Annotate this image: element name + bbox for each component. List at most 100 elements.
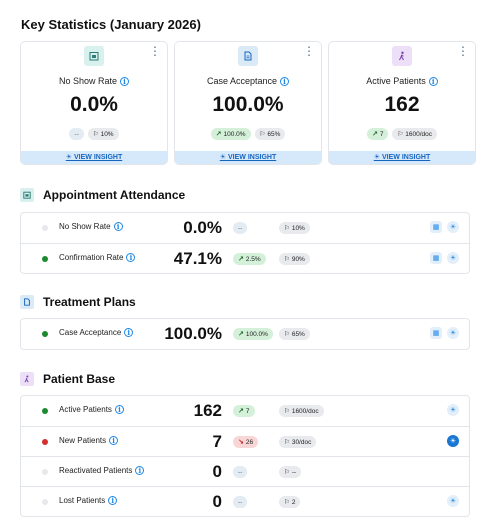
status-dot	[42, 256, 48, 262]
table-row: Lost Patients i 0 -- ⚐ 2 ☀	[21, 486, 469, 516]
target-pill: ⚐ 90%	[279, 253, 310, 265]
row-label: No Show Rate i	[59, 222, 123, 232]
target-icon: ⚐	[284, 469, 290, 476]
more-menu-icon[interactable]: ⋮	[303, 44, 315, 58]
target-pill: ⚐ 10%	[279, 222, 310, 234]
section-header-patient-base: Patient Base	[20, 372, 115, 386]
row-label: Active Patients i	[59, 405, 124, 415]
more-menu-icon[interactable]: ⋮	[149, 44, 161, 58]
lightbulb-icon: ☀	[373, 154, 381, 161]
row-value: 0	[212, 492, 222, 511]
patient-base-table: Active Patients i 162 ↗ 7 ⚐ 1600/doc ☀ New …	[20, 395, 470, 517]
trend-pill: ↗ 7	[233, 405, 255, 417]
view-insight-link[interactable]: ☀ VIEW INSIGHT	[175, 151, 321, 164]
arrow-up-right-icon: ↗	[215, 131, 222, 138]
card-label: Active Patients i	[329, 76, 475, 87]
table-row: Confirmation Rate i 47.1% ↗ 2.5% ⚐ 90% ▦ ☀	[21, 243, 469, 273]
info-icon[interactable]: i	[109, 436, 119, 446]
trend-pill: --	[233, 496, 248, 508]
trend-pill: ↗ 2.5%	[233, 253, 266, 265]
target-icon: ⚐	[284, 256, 290, 263]
table-row: New Patients i 7 ↘ 26 ⚐ 30/doc ☀	[21, 426, 469, 456]
row-label: Reactivated Patients i	[59, 466, 145, 476]
info-icon[interactable]: i	[113, 222, 123, 232]
target-pill: ⚐ 30/doc	[279, 436, 317, 448]
arrow-up-right-icon: ↗	[238, 331, 244, 338]
table-view-icon[interactable]: ▦	[430, 327, 442, 339]
card-pills: ↗ 100.0% ⚐ 65%	[175, 128, 321, 140]
trend-pill: --	[233, 466, 248, 478]
page-title: Key Statistics (January 2026)	[21, 17, 201, 32]
info-icon[interactable]: i	[124, 328, 134, 338]
target-icon: ⚐	[284, 499, 290, 506]
attendance-table: No Show Rate i 0.0% -- ⚐ 10% ▦ ☀ Confirmat…	[20, 212, 470, 274]
section-title: Appointment Attendance	[43, 188, 186, 202]
lightbulb-icon[interactable]: ☀	[447, 435, 459, 447]
arrow-down-right-icon: ↘	[238, 439, 244, 446]
section-title: Treatment Plans	[43, 295, 136, 309]
view-insight-link[interactable]: ☀ VIEW INSIGHT	[329, 151, 475, 164]
lightbulb-icon[interactable]: ☀	[447, 404, 459, 416]
table-row: Active Patients i 162 ↗ 7 ⚐ 1600/doc ☀	[21, 396, 469, 426]
target-icon: ⚐	[284, 439, 290, 446]
row-value: 47.1%	[173, 249, 222, 268]
target-icon: ⚐	[259, 131, 266, 138]
target-icon: ⚐	[284, 331, 290, 338]
lightbulb-icon: ☀	[65, 154, 73, 161]
status-dot	[42, 331, 48, 337]
target-pill: ⚐ 10%	[87, 128, 119, 140]
card-label: Case Acceptance i	[175, 76, 321, 87]
row-value: 0	[212, 462, 222, 481]
target-pill: ⚐ 1600/doc	[279, 405, 324, 417]
target-icon: ⚐	[284, 408, 290, 415]
row-value: 162	[193, 401, 222, 420]
target-icon: ⚐	[397, 131, 404, 138]
target-icon: ⚐	[92, 131, 99, 138]
info-icon[interactable]: i	[120, 77, 130, 87]
lightbulb-icon: ☀	[219, 154, 227, 161]
row-value: 100.0%	[164, 324, 222, 343]
card-pills: -- ⚐ 10%	[21, 128, 167, 140]
kpi-card-no-show-rate: ⋮ No Show Rate i 0.0% -- ⚐ 10% ☀ VIEW INSI…	[20, 41, 168, 165]
document-icon	[238, 46, 258, 66]
info-icon[interactable]: i	[126, 253, 136, 263]
table-row: Case Acceptance i 100.0% ↗ 100.0% ⚐ 65% ▦ ☀	[21, 319, 469, 349]
card-value: 0.0%	[70, 93, 118, 116]
trend-pill: --	[69, 128, 84, 140]
status-dot	[42, 469, 48, 475]
target-pill: ⚐ 1600/doc	[392, 128, 438, 140]
lightbulb-icon[interactable]: ☀	[447, 252, 459, 264]
card-label: No Show Rate i	[21, 76, 167, 87]
section-header-attendance: Appointment Attendance	[20, 188, 185, 202]
lightbulb-icon[interactable]: ☀	[447, 221, 459, 233]
person-walking-icon	[20, 372, 34, 386]
trend-pill: ↗ 7	[366, 128, 389, 140]
treatment-table: Case Acceptance i 100.0% ↗ 100.0% ⚐ 65% ▦ ☀	[20, 318, 470, 350]
card-pills: ↗ 7 ⚐ 1600/doc	[329, 128, 475, 140]
info-icon[interactable]: i	[428, 77, 438, 87]
info-icon[interactable]: i	[108, 496, 118, 506]
view-insight-link[interactable]: ☀ VIEW INSIGHT	[21, 151, 167, 164]
table-view-icon[interactable]: ▦	[430, 221, 442, 233]
target-pill: ⚐ 65%	[254, 128, 286, 140]
info-icon[interactable]: i	[114, 405, 124, 415]
info-icon[interactable]: i	[280, 77, 290, 87]
lightbulb-icon[interactable]: ☀	[447, 327, 459, 339]
trend-pill: ↗ 100.0%	[233, 328, 273, 340]
trend-pill: --	[233, 222, 248, 234]
row-label: New Patients i	[59, 436, 119, 446]
table-view-icon[interactable]: ▦	[430, 252, 442, 264]
lightbulb-icon[interactable]: ☀	[447, 495, 459, 507]
calendar-icon	[20, 188, 34, 202]
card-value: 162	[384, 93, 420, 116]
info-icon[interactable]: i	[135, 466, 145, 476]
status-dot	[42, 439, 48, 445]
target-icon: ⚐	[284, 225, 290, 232]
table-row: No Show Rate i 0.0% -- ⚐ 10% ▦ ☀	[21, 213, 469, 243]
person-walking-icon	[392, 46, 412, 66]
arrow-up-right-icon: ↗	[371, 131, 378, 138]
arrow-up-right-icon: ↗	[238, 408, 244, 415]
more-menu-icon[interactable]: ⋮	[457, 44, 469, 58]
target-pill: ⚐ 2	[279, 496, 301, 508]
kpi-card-active-patients: ⋮ Active Patients i 162 ↗ 7 ⚐ 1600/doc ☀ VI…	[328, 41, 476, 165]
